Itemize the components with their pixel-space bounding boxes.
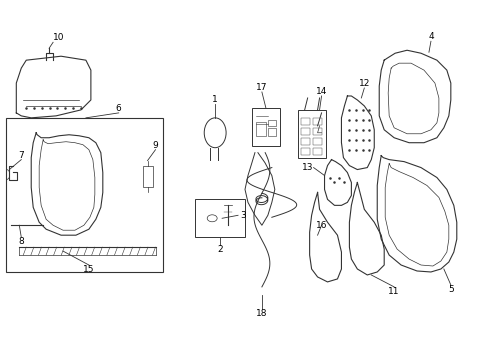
Text: 15: 15 [83, 265, 95, 274]
Text: 16: 16 [315, 221, 326, 230]
Text: 7: 7 [19, 150, 24, 159]
Bar [297, 110, 325, 158]
Text: 18: 18 [256, 309, 267, 318]
Text: 3: 3 [240, 211, 245, 220]
Bar [300, 118, 309, 125]
Bar [300, 128, 309, 135]
Bar [267, 120, 275, 126]
Bar [300, 148, 309, 155]
Bar [300, 138, 309, 145]
Text: 11: 11 [387, 287, 399, 296]
Bar [312, 118, 321, 125]
Bar [142, 166, 152, 188]
Bar [312, 128, 321, 135]
Text: 13: 13 [302, 163, 313, 172]
Text: 2: 2 [217, 245, 223, 254]
Text: 17: 17 [256, 83, 267, 92]
Text: 5: 5 [447, 285, 453, 294]
Text: 12: 12 [358, 79, 369, 88]
Bar [255, 122, 265, 136]
Text: 10: 10 [53, 33, 64, 42]
Text: 14: 14 [315, 87, 326, 96]
Text: 9: 9 [152, 141, 158, 150]
Text: 4: 4 [427, 32, 433, 41]
Text: 8: 8 [19, 237, 24, 246]
Text: 1: 1 [212, 95, 218, 104]
Bar [312, 138, 321, 145]
Bar [312, 148, 321, 155]
Bar [251, 108, 279, 146]
Text: 6: 6 [116, 104, 122, 113]
Bar [267, 128, 275, 136]
